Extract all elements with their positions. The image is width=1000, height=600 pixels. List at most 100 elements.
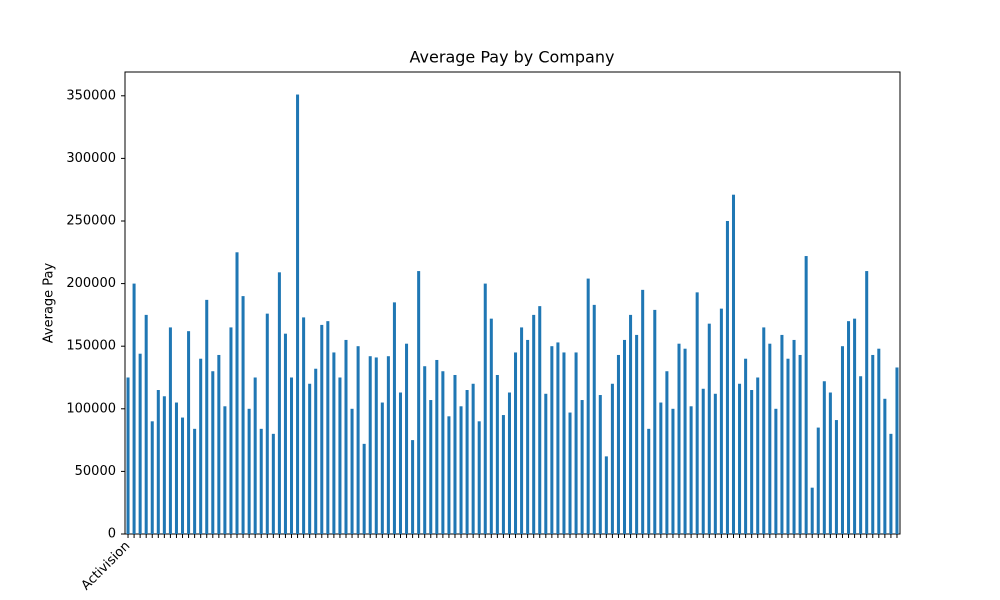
bar xyxy=(774,408,778,534)
bar xyxy=(689,406,693,534)
bar xyxy=(126,377,130,534)
bar xyxy=(834,420,838,534)
bar xyxy=(889,433,893,534)
bar xyxy=(459,406,463,534)
bar xyxy=(683,348,687,534)
y-tick-label: 200000 xyxy=(66,276,116,291)
bar xyxy=(659,402,663,534)
bar xyxy=(156,390,160,534)
bar xyxy=(435,359,439,534)
bar xyxy=(822,381,826,534)
bar xyxy=(453,374,457,534)
bar xyxy=(653,309,657,534)
y-tick-label: 250000 xyxy=(66,213,116,228)
bar xyxy=(731,194,736,534)
bar xyxy=(544,393,548,534)
bar xyxy=(756,377,760,534)
bar xyxy=(429,400,433,534)
bar xyxy=(326,321,330,534)
bar xyxy=(277,272,281,534)
bar xyxy=(392,302,396,534)
bar xyxy=(526,339,530,534)
bar xyxy=(725,220,729,534)
bar xyxy=(871,354,875,534)
bar xyxy=(465,390,469,534)
bar xyxy=(405,343,409,534)
bar xyxy=(471,383,475,534)
bar xyxy=(883,398,887,534)
bar xyxy=(647,428,651,534)
bar xyxy=(259,428,263,534)
bar xyxy=(338,377,342,534)
bar xyxy=(411,440,415,534)
bar xyxy=(350,408,354,534)
bar xyxy=(538,306,542,534)
bar xyxy=(168,327,172,534)
bar xyxy=(289,377,294,534)
bar xyxy=(501,415,505,534)
bar xyxy=(247,408,251,534)
bar xyxy=(719,308,723,534)
bar xyxy=(283,333,287,534)
bar xyxy=(417,271,421,534)
bar xyxy=(199,358,203,534)
bar xyxy=(187,331,191,534)
bar xyxy=(604,456,608,534)
bar xyxy=(320,324,324,534)
bar xyxy=(665,371,669,534)
y-tick-label: 50000 xyxy=(75,464,116,479)
bar xyxy=(235,252,239,535)
bar xyxy=(744,358,748,534)
bar xyxy=(768,343,772,534)
bar xyxy=(162,396,166,534)
bar xyxy=(193,428,197,534)
bar xyxy=(514,352,518,534)
bar xyxy=(610,383,614,534)
bar xyxy=(592,304,596,534)
bar xyxy=(380,402,384,534)
bar xyxy=(750,390,754,534)
bar xyxy=(635,334,639,534)
bar xyxy=(362,443,366,534)
bar xyxy=(550,346,554,534)
y-tick-label: 350000 xyxy=(66,88,116,103)
bar xyxy=(314,368,318,534)
bar xyxy=(507,392,511,534)
bar xyxy=(423,366,427,534)
bar xyxy=(840,346,844,534)
bar xyxy=(441,371,445,534)
bar xyxy=(556,342,560,534)
bar xyxy=(308,383,312,534)
bar xyxy=(253,377,257,534)
bar xyxy=(598,395,602,534)
y-tick-label: 100000 xyxy=(66,401,116,416)
bar xyxy=(568,412,572,534)
bar xyxy=(217,354,221,534)
bar xyxy=(847,321,851,534)
bar xyxy=(302,317,306,534)
bar xyxy=(398,392,403,534)
bar xyxy=(229,327,233,534)
y-axis-label: Average Pay xyxy=(42,262,57,343)
bar xyxy=(865,271,869,534)
bar xyxy=(816,427,820,534)
bar xyxy=(574,352,578,534)
bar xyxy=(780,334,784,534)
bar xyxy=(895,367,899,534)
bar xyxy=(877,348,881,534)
bar xyxy=(616,354,620,534)
plot-frame xyxy=(124,71,901,535)
bar xyxy=(271,433,275,534)
bar xyxy=(738,383,742,534)
bar xyxy=(671,408,675,534)
bar xyxy=(828,392,832,534)
bar xyxy=(477,421,481,534)
bar xyxy=(701,388,705,534)
bar xyxy=(132,283,136,534)
bar xyxy=(580,400,584,534)
bar xyxy=(447,416,451,534)
x-tick-label: Activision xyxy=(79,539,134,594)
bar xyxy=(804,256,808,534)
y-tick-label: 300000 xyxy=(66,151,116,166)
